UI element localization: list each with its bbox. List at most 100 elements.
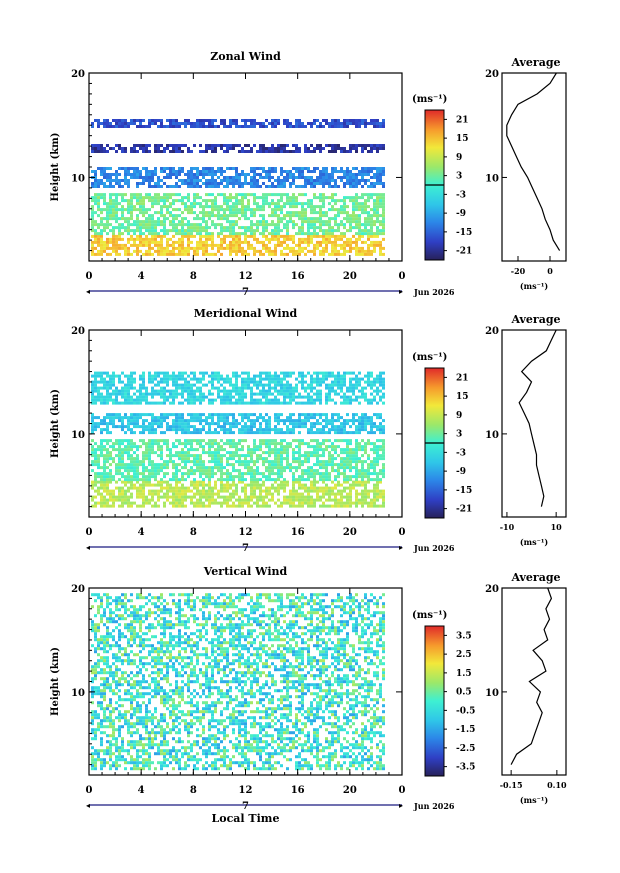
heatmap-cell [286,416,289,420]
heatmap-cell [91,448,94,452]
heatmap-cell [322,472,325,476]
heatmap-cell [229,483,232,487]
heatmap-cell [238,374,241,378]
heatmap-cell [373,144,376,147]
heatmap-cell [208,425,211,429]
heatmap-cell [253,478,256,482]
heatmap-cell [172,486,175,490]
heatmap-cell [244,196,247,200]
heatmap-cell [199,237,202,241]
heatmap-cell [103,202,106,206]
heatmap-cell [124,492,127,496]
heatmap-cell [196,431,199,435]
heatmap-cell [289,469,292,473]
heatmap-cell [304,220,307,224]
heatmap-cell [358,483,361,487]
heatmap-cell [244,229,247,233]
heatmap-cell [331,498,334,502]
heatmap-cell [379,448,382,452]
heatmap-cell [163,419,166,423]
heatmap-cell [319,182,322,185]
heatmap-cell [151,463,154,467]
profile-x-tick-label: 0 [547,266,553,276]
heatmap-cell [361,232,364,236]
heatmap-cell [274,234,277,238]
heatmap-cell [229,495,232,499]
heatmap-cell [148,377,151,381]
heatmap-cell [364,472,367,476]
heatmap-cell [364,501,367,505]
heatmap-cell [262,223,265,227]
heatmap-cell [289,386,292,390]
heatmap-cell [121,451,124,455]
heatmap-cell [217,495,220,499]
heatmap-cell [328,185,331,188]
heatmap-cell [154,237,157,241]
heatmap-cell [286,383,289,387]
heatmap-cell [346,492,349,496]
heatmap-cell [199,428,202,432]
heatmap-cell [334,208,337,212]
heatmap-cell [376,150,379,153]
heatmap-cell [331,147,334,150]
heatmap-cell [274,237,277,241]
heatmap-cell [151,119,154,122]
heatmap-cell [277,419,280,423]
heatmap-cell [325,498,328,502]
heatmap-cell [349,457,352,461]
heatmap-cell [208,504,211,508]
heatmap-cell [142,176,145,179]
heatmap-cell [379,374,382,378]
heatmap-cell [289,422,292,426]
heatmap-cell [343,150,346,153]
heatmap-cell [301,460,304,464]
heatmap-cell [352,240,355,244]
heatmap-cell [127,237,130,241]
heatmap-cell [352,205,355,209]
x-tick-label: 20 [343,271,357,282]
heatmap-cell [313,122,316,125]
heatmap-cell [364,445,367,449]
heatmap-cell [208,498,211,502]
heatmap-cell [112,501,115,505]
heatmap-cell [145,223,148,227]
heatmap-cell [256,445,259,449]
heatmap-cell [328,196,331,200]
heatmap-cell [319,380,322,384]
heatmap-cell [229,199,232,203]
heatmap-cell [298,232,301,236]
heatmap-cell [127,422,130,426]
heatmap-cell [379,422,382,426]
heatmap-cell [298,167,301,170]
heatmap-cell [127,383,130,387]
heatmap-cell [262,240,265,244]
heatmap-cell [295,144,298,147]
heatmap-cell [262,371,265,375]
heatmap-cell [352,383,355,387]
heatmap-cell [181,122,184,125]
heatmap-cell [367,246,370,250]
heatmap-cell [187,374,190,378]
heatmap-cell [118,182,121,185]
heatmap-cell [115,170,118,173]
heatmap-cell [328,217,331,221]
heatmap-cell [325,246,328,250]
heatmap-cell [268,193,271,197]
heatmap-cell [265,413,268,417]
heatmap-cell [373,202,376,206]
heatmap-cell [94,237,97,241]
heatmap-cell [190,246,193,250]
heatmap-cell [106,243,109,247]
heatmap-cell [382,439,385,443]
heatmap-cell [103,243,106,247]
heatmap-cell [298,150,301,153]
heatmap-cell [190,419,193,423]
heatmap-cell [220,173,223,176]
heatmap-cell [91,234,94,238]
heatmap-cell [265,489,268,493]
heatmap-cell [160,167,163,170]
heatmap-cell [124,220,127,224]
heatmap-cell [346,442,349,446]
heatmap-cell [274,185,277,188]
heatmap-cell [229,463,232,467]
